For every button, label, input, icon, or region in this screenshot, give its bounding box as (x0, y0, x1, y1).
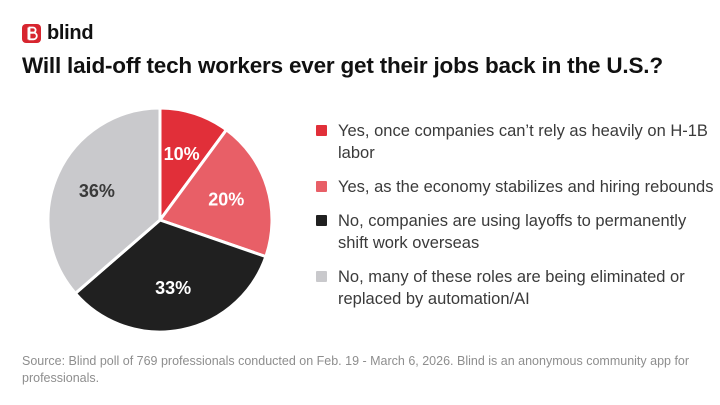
pie-slice-3 (73, 218, 268, 334)
legend-label: Yes, once companies can’t rely as heavil… (338, 122, 708, 162)
legend-label: No, companies are using layoffs to perma… (338, 212, 687, 252)
legend-item: Yes, as the economy stabilizes and hirin… (316, 176, 716, 198)
source-footnote: Source: Blind poll of 769 professionals … (22, 354, 690, 385)
slice-label-3: 33% (155, 278, 191, 298)
legend-swatch (316, 271, 327, 282)
slice-label-2: 20% (208, 189, 244, 209)
legend-swatch (316, 181, 327, 192)
legend-label: No, many of these roles are being elimin… (338, 268, 685, 308)
pie-slice-4 (46, 106, 162, 295)
brand-logo: blind (22, 22, 94, 45)
legend-item: No, many of these roles are being elimin… (316, 266, 716, 310)
brand-name: blind (47, 22, 94, 44)
pie-chart: 10% 20% 33% 36% (46, 106, 274, 334)
legend-item: No, companies are using layoffs to perma… (316, 210, 716, 254)
legend-item: Yes, once companies can’t rely as heavil… (316, 120, 716, 164)
legend-swatch (316, 125, 327, 136)
chart-title: Will laid-off tech workers ever get thei… (22, 53, 663, 78)
blind-logo-icon (22, 24, 41, 43)
legend: Yes, once companies can’t rely as heavil… (316, 120, 716, 322)
legend-swatch (316, 215, 327, 226)
pie-slice-2 (158, 128, 274, 259)
slice-label-4: 36% (79, 181, 115, 201)
legend-label: Yes, as the economy stabilizes and hirin… (338, 178, 714, 196)
slice-label-1: 10% (164, 144, 200, 164)
